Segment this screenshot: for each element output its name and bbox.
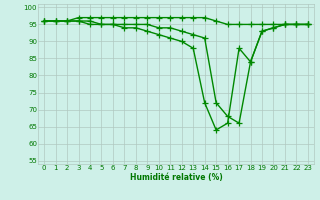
X-axis label: Humidité relative (%): Humidité relative (%) [130, 173, 222, 182]
